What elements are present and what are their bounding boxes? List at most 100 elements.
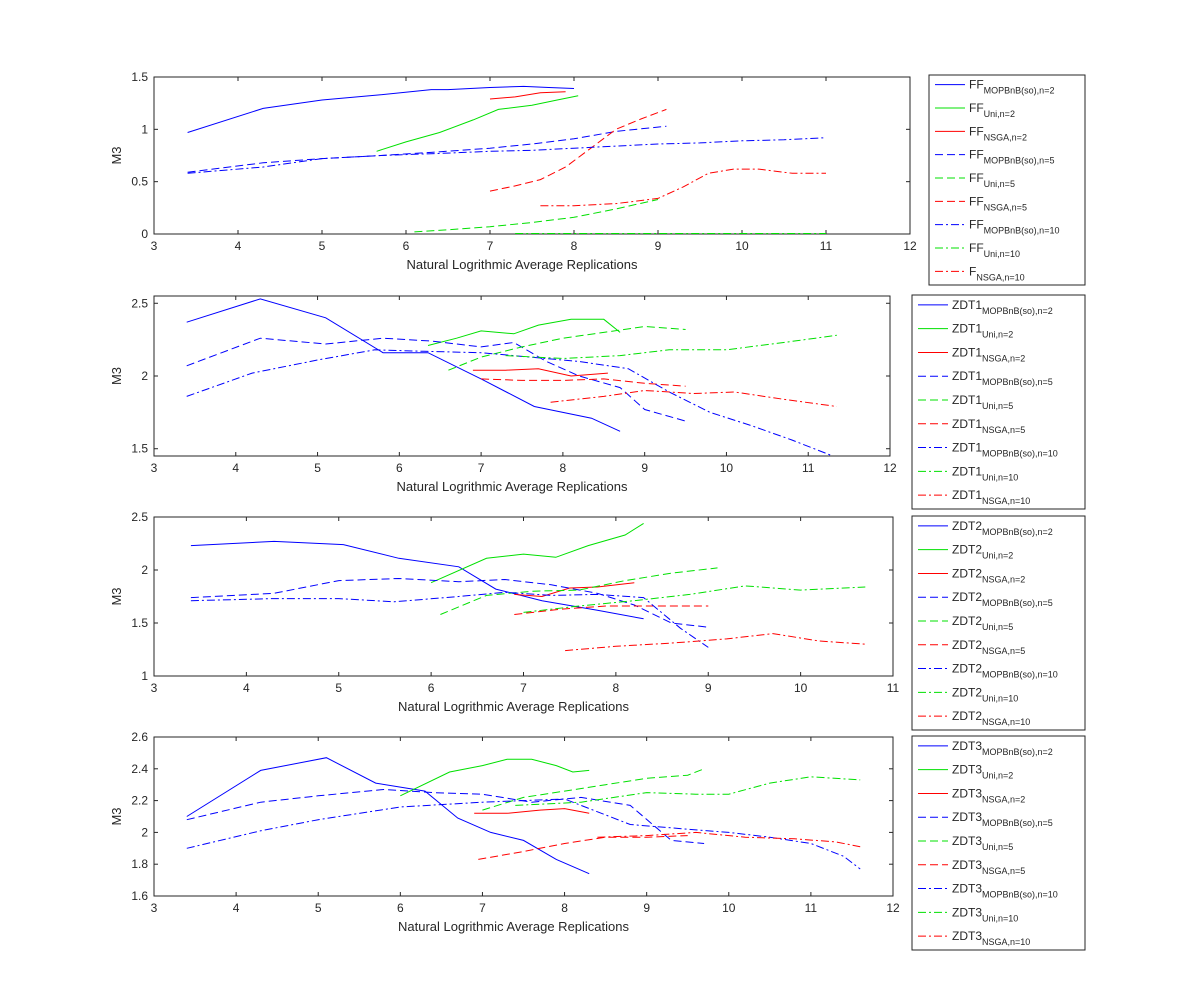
x-axis-label: Natural Logrithmic Average Replications [407,257,638,272]
legend-box [928,74,1086,286]
legend-entry-subscript: MOPBnB(so),n=2 [982,747,1053,757]
x-tick-label: 3 [151,461,158,475]
legend-entry-name: ZDT1 [952,298,982,312]
x-tick-label: 8 [571,239,578,253]
legend-entry-name: ZDT2 [952,566,982,580]
legend-entry-subscript: MOPBnB(so),n=5 [982,377,1053,387]
legend-entry: FFUni,n=2 [969,101,1015,119]
x-tick-label: 11 [802,461,815,475]
legend-entry-name: FF [969,78,984,92]
legend-entry-subscript: NSGA,n=10 [982,937,1030,947]
legend-entry-name: FF [969,101,984,115]
legend-entry-subscript: Uni,n=2 [982,330,1013,340]
legend-entry-subscript: NSGA,n=2 [982,574,1025,584]
legend-entry: ZDT1MOPBnB(so),n=2 [952,298,1053,316]
x-tick-label: 11 [820,239,833,253]
x-tick-label: 5 [335,681,342,695]
legend-entry-name: ZDT2 [952,662,982,676]
x-tick-label: 6 [397,901,404,915]
series-line-red-solid [514,582,635,598]
legend-entry: ZDT3Uni,n=2 [952,763,1013,781]
legend-entry-subscript: MOPBnB(so),n=2 [982,527,1053,537]
legend-entry-subscript: Uni,n=10 [984,249,1020,259]
legend: FFMOPBnB(so),n=2FFUni,n=2FFNSGA,n=2FFMOP… [928,74,1086,286]
x-tick-label: 9 [705,681,712,695]
plot-area [153,295,891,457]
chart-panel-1: 3 4 5 6 7 8 9 10 11 12 0 0.5 1 1.5 Natural Logrithmic … [109,70,1086,286]
legend-entry-subscript: NSGA,n=10 [982,496,1030,506]
x-tick-label: 9 [643,901,650,915]
legend-entry: FFNSGA,n=5 [969,194,1027,212]
legend-entry-subscript: MOPBnB(so),n=5 [984,156,1055,166]
legend-entry-name: ZDT1 [952,369,982,383]
legend-box [911,515,1086,731]
x-tick-label: 7 [520,681,527,695]
legend-entry-subscript: MOPBnB(so),n=2 [982,306,1053,316]
legend-entry: FFMOPBnB(so),n=5 [969,148,1054,166]
x-axis-label: Natural Logrithmic Average Replications [397,479,628,494]
series-line-red-dashed [481,378,686,387]
y-axis-label: M3 [109,146,124,164]
legend-entry: ZDT2Uni,n=2 [952,543,1013,561]
x-tick-label: 7 [479,901,486,915]
y-tick-label: 2.6 [131,730,148,744]
legend: ZDT2MOPBnB(so),n=2ZDT2Uni,n=2ZDT2NSGA,n=… [911,515,1086,731]
x-tick-label: 10 [794,681,808,695]
legend-entry-name: FF [969,218,984,232]
legend-entry: ZDT3MOPBnB(so),n=10 [952,882,1058,900]
legend-entry-name: ZDT1 [952,393,982,407]
y-tick-label: 1 [141,669,148,683]
x-tick-label: 3 [151,239,158,253]
x-tick-label: 9 [641,461,648,475]
y-tick-label: 1.5 [131,70,148,84]
series-line-green-solid [427,318,621,346]
legend-entry: FFUni,n=5 [969,171,1015,189]
legend-entry-subscript: MOPBnB(so),n=5 [982,598,1053,608]
legend-entry-name: ZDT2 [952,638,982,652]
series-line-blue-dashed [187,125,667,173]
series-line-blue-solid [186,298,621,432]
y-tick-label: 1.6 [131,889,148,903]
legend-entry: ZDT3NSGA,n=10 [952,929,1030,947]
legend-entry: ZDT1MOPBnB(so),n=5 [952,369,1053,387]
x-tick-label: 5 [315,901,322,915]
series-line-red-dashed [514,605,709,615]
x-tick-label: 4 [243,681,250,695]
legend-entry: ZDT2MOPBnB(so),n=5 [952,590,1053,608]
legend-entry: ZDT2MOPBnB(so),n=2 [952,519,1053,537]
series-line-red-solid [489,91,566,100]
legend-entry-subscript: NSGA,n=2 [982,794,1025,804]
legend-entry-subscript: Uni,n=2 [984,109,1015,119]
legend-entry-subscript: Uni,n=5 [982,622,1013,632]
legend-entry-subscript: NSGA,n=2 [984,132,1027,142]
legend-entry-name: ZDT3 [952,810,982,824]
legend-entry-name: ZDT3 [952,786,982,800]
legend-entry-name: ZDT1 [952,441,982,455]
series-line-red-dashdot [597,831,861,848]
legend-entry-subscript: NSGA,n=10 [976,272,1024,282]
series-line-red-dashdot [565,633,866,652]
x-axis-label: Natural Logrithmic Average Replications [398,919,629,934]
x-tick-label: 9 [655,239,662,253]
legend-entry-subscript: Uni,n=5 [982,401,1013,411]
series-line-green-dashdot [523,585,866,613]
legend-entry: FNSGA,n=10 [969,264,1025,282]
x-tick-label: 4 [235,239,242,253]
series-line-green-dashdot [515,776,861,806]
legend-entry-subscript: Uni,n=10 [982,693,1018,703]
legend-entry-name: ZDT3 [952,739,982,753]
x-tick-label: 11 [887,681,900,695]
x-tick-label: 5 [314,461,321,475]
series-group [187,85,827,234]
legend-entry-name: FF [969,194,984,208]
legend-entry: ZDT2MOPBnB(so),n=10 [952,662,1058,680]
x-tick-label: 6 [396,461,403,475]
legend-entry-subscript: MOPBnB(so),n=5 [982,818,1053,828]
x-tick-label: 5 [319,239,326,253]
legend-entry-name: ZDT3 [952,763,982,777]
legend-box [911,735,1086,951]
legend-entry: ZDT1NSGA,n=10 [952,488,1030,506]
legend-entry-name: ZDT2 [952,590,982,604]
series-group [186,757,861,875]
